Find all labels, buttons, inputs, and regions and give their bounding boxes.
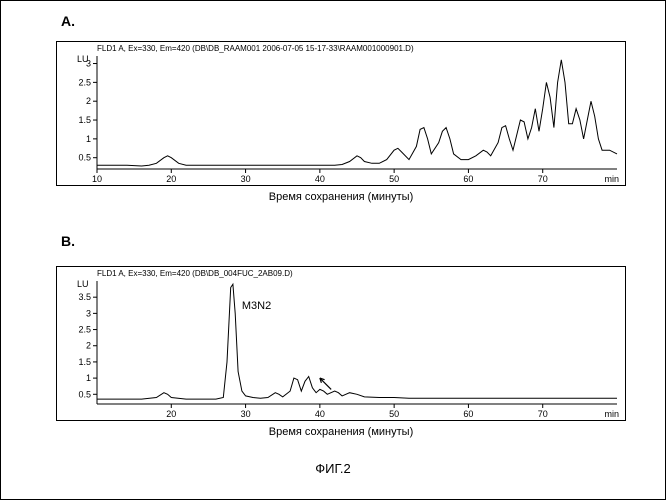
svg-text:70: 70 — [538, 174, 548, 184]
svg-text:1.5: 1.5 — [78, 115, 91, 125]
chart-a-plot: 10 20 30 40 50 60 70 min 0.5 1 1.5 2 2.5 3 — [57, 42, 627, 187]
svg-text:30: 30 — [241, 409, 251, 419]
svg-text:3: 3 — [86, 59, 91, 69]
svg-text:40: 40 — [315, 409, 325, 419]
svg-text:50: 50 — [389, 174, 399, 184]
svg-text:3: 3 — [86, 308, 91, 318]
page-container: { "figure_label": "ФИГ.2", "panelA": { "… — [0, 0, 666, 500]
svg-text:2: 2 — [86, 96, 91, 106]
svg-text:30: 30 — [241, 174, 251, 184]
svg-text:20: 20 — [166, 409, 176, 419]
svg-text:1: 1 — [86, 373, 91, 383]
svg-text:0.5: 0.5 — [78, 389, 91, 399]
svg-text:50: 50 — [389, 409, 399, 419]
svg-text:1.5: 1.5 — [78, 357, 91, 367]
svg-text:2.5: 2.5 — [78, 77, 91, 87]
chart-b-plot: 20 30 40 50 60 70 min 0.5 1 1.5 2 2.5 3 3.5 — [57, 267, 627, 422]
panel-b-label: B. — [61, 233, 75, 249]
svg-text:min: min — [604, 174, 619, 184]
chart-b-frame: FLD1 A, Ex=330, Em=420 (DB\DB_004FUC_2AB… — [56, 266, 626, 421]
svg-text:2: 2 — [86, 341, 91, 351]
chart-a-x-label: Время сохранения (минуты) — [56, 191, 626, 203]
svg-text:60: 60 — [463, 174, 473, 184]
svg-text:20: 20 — [166, 174, 176, 184]
svg-text:10: 10 — [92, 174, 102, 184]
svg-text:min: min — [604, 409, 619, 419]
svg-text:0.5: 0.5 — [78, 153, 91, 163]
figure-label: ФИГ.2 — [1, 461, 665, 476]
svg-text:70: 70 — [538, 409, 548, 419]
svg-text:1: 1 — [86, 134, 91, 144]
svg-text:60: 60 — [463, 409, 473, 419]
svg-text:3.5: 3.5 — [78, 292, 91, 302]
panel-a-label: A. — [61, 13, 75, 29]
chart-b-x-label: Время сохранения (минуты) — [56, 426, 626, 438]
chart-a-frame: FLD1 A, Ex=330, Em=420 (DB\DB_RAAM001 20… — [56, 41, 626, 186]
svg-text:40: 40 — [315, 174, 325, 184]
svg-text:2.5: 2.5 — [78, 325, 91, 335]
